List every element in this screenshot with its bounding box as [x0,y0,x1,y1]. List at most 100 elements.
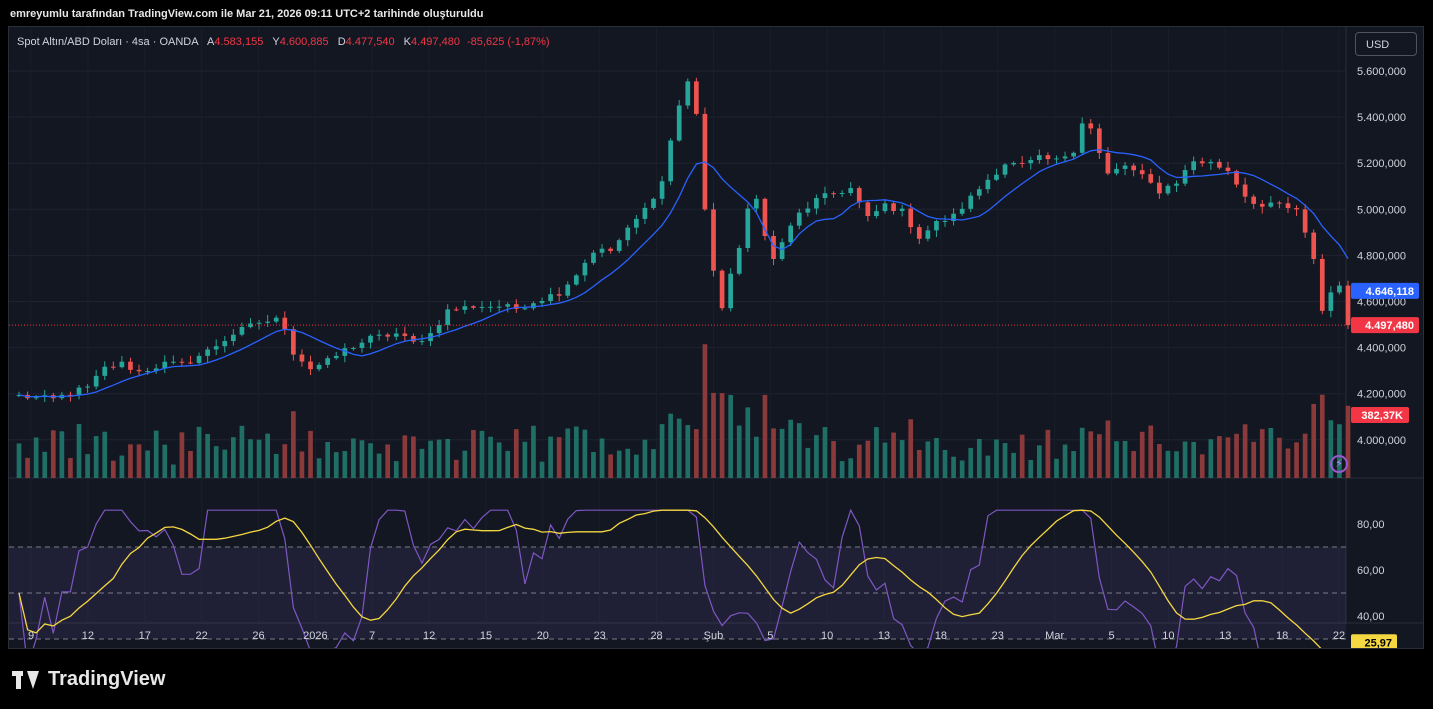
time-tick-label: 12 [82,630,94,642]
candle-body [651,198,656,208]
candle-body [1114,168,1119,174]
candle-body [93,375,99,387]
candle-body [625,227,631,241]
volume-bar [694,429,699,478]
candle-body [1036,155,1042,161]
candle-body [565,284,571,296]
candle-body [728,273,734,309]
volume-bar [1062,444,1068,478]
candle-body [1019,162,1025,164]
volume-bar [1319,394,1325,478]
volume-bar [1097,434,1102,478]
volume-bar [1328,420,1334,478]
volume-bar [565,428,571,478]
chart-canvas[interactable]: 5.600,000 5.400,000 5.200,000 5.000,000 4.80… [9,27,1423,648]
volume-bar [676,418,682,478]
candle-body [959,208,965,214]
volume-bar [1148,425,1154,478]
candle-body [1191,161,1197,171]
time-tick-label: 28 [650,630,662,642]
candle-body [1328,292,1334,311]
volume-bar [822,427,828,478]
volume-bar [573,426,579,478]
volume-bar [325,441,331,478]
candle-body [33,396,39,399]
candle-body [745,208,751,248]
candle-body [694,81,699,114]
candle-body [1088,123,1094,129]
candle-body [874,211,879,217]
volume-bar [93,436,99,478]
candle-body [1054,158,1059,160]
candle-body [85,386,90,388]
volume-bar [925,441,931,478]
volume-bar [1311,403,1317,478]
candle-body [531,303,536,309]
volume-bar [1242,424,1248,478]
time-tick-label: 23 [594,630,606,642]
volume-bar [128,444,133,478]
volume-bar [702,344,708,478]
volume-bar [994,439,999,478]
volume-bar [1337,424,1342,478]
candle-body [76,387,82,395]
volume-bar [608,454,613,478]
volume-bar [179,432,185,478]
candle-body [325,358,331,365]
volume-bar [1234,433,1239,478]
rsi-tick-label: 60,00 [1357,565,1385,577]
currency-button[interactable]: USD [1355,32,1417,56]
volume-bar [582,429,588,478]
candle-body [814,198,819,209]
volume-bar [351,438,356,478]
candle-body [153,368,159,371]
volume-bar [25,457,30,478]
candle-body [145,370,150,372]
candle-body [1028,160,1034,164]
volume-bar [976,438,982,478]
candle-body [1208,161,1214,164]
candle-body [342,348,348,356]
candle-body [1259,203,1265,207]
volume-bar [1345,405,1351,478]
volume-bar [1302,433,1308,478]
candle-body [848,188,854,194]
chart-panel[interactable]: 5.600,000 5.400,000 5.200,000 5.000,000 4.80… [8,26,1424,649]
volume-bar [282,444,288,478]
candle-body [925,230,931,239]
candle-body [273,317,279,322]
volume-tag-bg [1351,407,1409,423]
time-tick-label: 18 [935,630,947,642]
volume-bar [1019,434,1025,478]
candle-body [205,349,210,356]
candle-body [1251,196,1257,204]
ma-price-tag: 4.646,118 [1366,286,1414,298]
volume-bar [1277,437,1282,478]
volume-bar [856,444,862,478]
candle-body [351,347,356,349]
volume-bar [1208,439,1214,478]
volume-bar [985,455,991,478]
volume-bar [333,452,339,478]
volume-bar [453,459,459,478]
volume-bar [291,411,296,478]
volume-bar [899,440,905,478]
tradingview-logo: TradingView [12,668,165,691]
candle-body [719,270,725,309]
tradingview-logo-icon [12,670,39,689]
candle-body [265,321,270,323]
volume-bar [505,450,511,478]
lightning-icon[interactable]: ⚡ [1330,455,1348,473]
candle-body [582,262,588,276]
candle-body [985,179,991,190]
volume-bar [110,460,116,478]
volume-bar [85,454,90,478]
candle-body [136,369,142,372]
candle-body [1079,123,1085,153]
candle-body [522,308,528,310]
volume-bar [1251,441,1257,478]
last-price-tag: 4.497,480 [1365,320,1414,332]
price-tick-label: 5.200,000 [1357,158,1406,170]
candle-body [934,221,939,231]
volume-bar [102,431,108,478]
